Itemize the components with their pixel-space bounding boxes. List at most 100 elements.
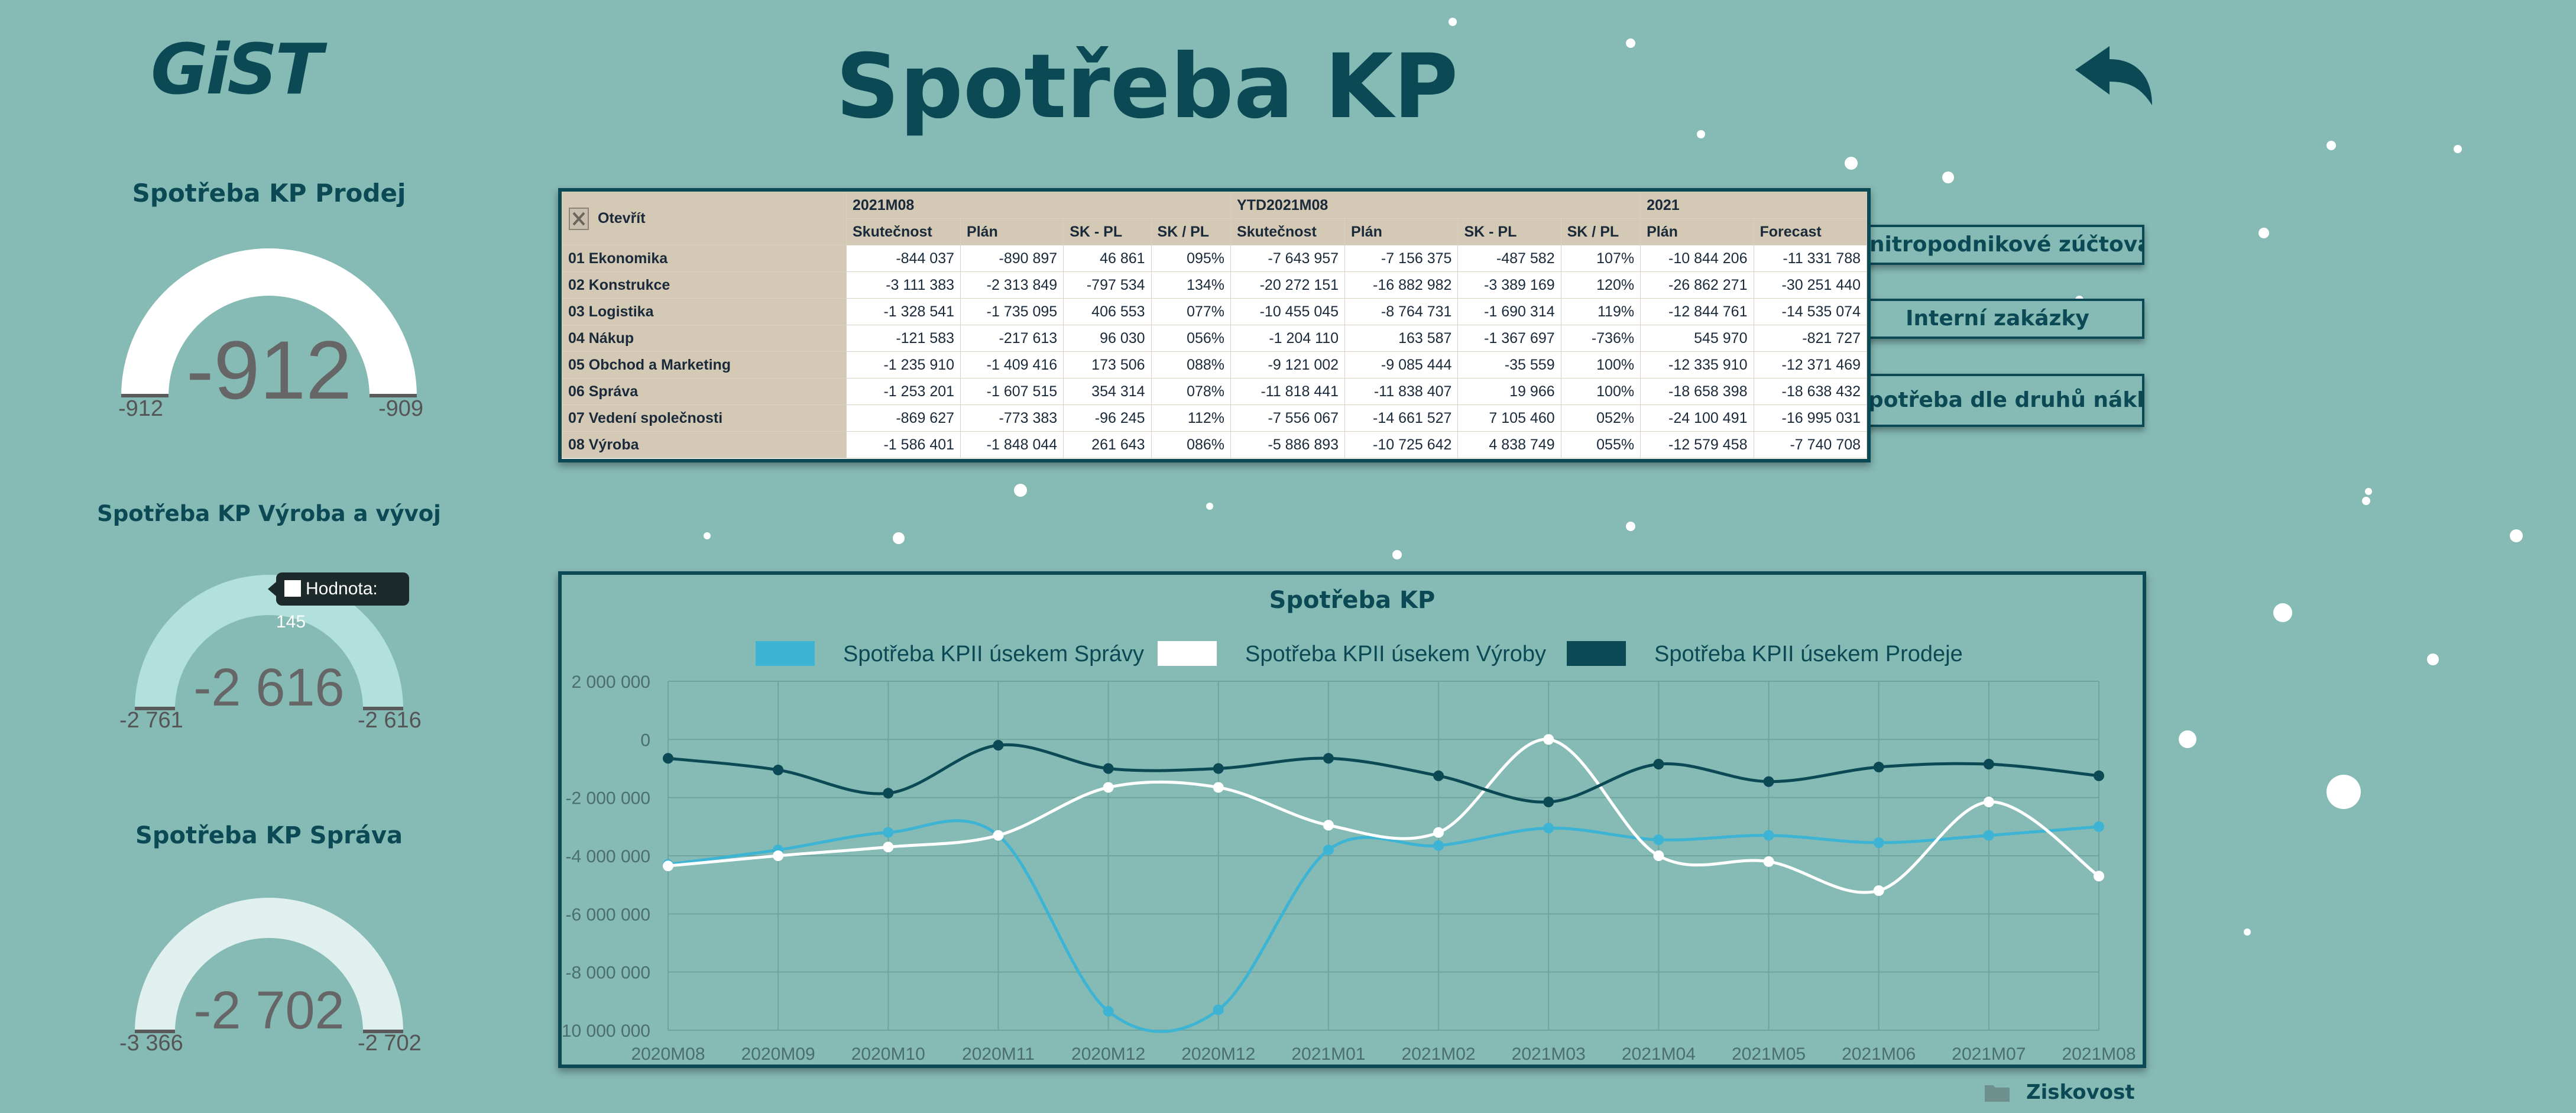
- button-vnitropodnikove-zuctovani[interactable]: Vnitropodnikové zúčtování: [1851, 225, 2144, 265]
- table-row: 08 Výroba -1 586 401 -1 848 044 261 643 086%…: [562, 431, 1867, 458]
- data-point: [993, 740, 1004, 751]
- table-row: 07 Vedení společnosti -869 627 -773 383 -96…: [562, 405, 1867, 432]
- column-header: Skutečnost: [845, 218, 961, 245]
- gauge-prodej-min: -912: [118, 396, 164, 421]
- x-tick-label: 2021M03: [1512, 1044, 1586, 1064]
- row-label[interactable]: 03 Logistika: [562, 298, 847, 325]
- table-cell: -10 725 642: [1344, 431, 1459, 458]
- table-cell: -10 844 206: [1640, 245, 1754, 272]
- table-cell: -3 111 383: [845, 271, 961, 299]
- table-row: 04 Nákup -121 583 -217 613 96 030 056% -1 204…: [562, 325, 1867, 352]
- table-corner: Otevřít: [562, 192, 847, 245]
- table-cell: -487 582: [1457, 245, 1561, 272]
- row-label[interactable]: 04 Nákup: [562, 325, 847, 352]
- row-label[interactable]: 06 Správa: [562, 378, 847, 405]
- legend-label: Spotřeba KPII úsekem Výroby: [1245, 642, 1546, 666]
- table-cell: -1 328 541: [845, 298, 961, 325]
- legend-label: Spotřeba KPII úsekem Prodeje: [1654, 642, 1963, 666]
- column-header: Skutečnost: [1230, 218, 1346, 245]
- x-tick-label: 2021M02: [1402, 1044, 1476, 1064]
- button-spotreba-dle-druhu-nakladu[interactable]: Spotřeba dle druhů nákladů: [1851, 374, 2144, 427]
- table-cell: -7 740 708: [1753, 431, 1867, 458]
- table-cell: -1 735 095: [960, 298, 1064, 325]
- table-cell: 056%: [1151, 325, 1232, 352]
- row-label[interactable]: 05 Obchod a Marketing: [562, 351, 847, 378]
- table-group-header-row: Otevřít 2021M08 YTD2021M08 2021: [562, 192, 1867, 245]
- gist-logo: GiST: [151, 28, 323, 110]
- table-column-header-row: Skutečnost Plán SK - PL SK / PL Skutečno…: [562, 218, 1867, 245]
- page-title: Spotřeba KP: [835, 35, 1459, 138]
- tooltip-swatch: [284, 580, 301, 597]
- data-point: [1873, 837, 1884, 848]
- gauge-sprava-max: -2 702: [358, 1031, 422, 1056]
- series-line: [668, 737, 2100, 894]
- table-cell: -14 661 527: [1344, 405, 1459, 432]
- data-point: [773, 764, 784, 775]
- data-point: [1103, 763, 1114, 774]
- y-tick-label: -4 000 000: [566, 847, 650, 866]
- table-cell: -16 882 982: [1344, 271, 1459, 299]
- data-point: [1653, 834, 1664, 845]
- y-tick-label: 0: [640, 730, 650, 750]
- pivot-table-panel: Otevřít 2021M08 YTD2021M08 2021 Skutečno…: [558, 188, 1871, 462]
- back-arrow-icon[interactable]: [2069, 41, 2158, 112]
- data-point: [1323, 845, 1334, 856]
- open-button-label: Otevřít: [598, 210, 646, 227]
- row-label[interactable]: 01 Ekonomika: [562, 245, 847, 272]
- table-cell: -11 331 788: [1753, 245, 1867, 272]
- x-tick-label: 2020M08: [631, 1044, 705, 1064]
- y-tick-label: -10 000 000: [562, 1021, 650, 1041]
- column-header: Plán: [1640, 218, 1754, 245]
- table-cell: 100%: [1560, 378, 1641, 405]
- table-cell: -3 389 169: [1457, 271, 1561, 299]
- column-header: SK / PL: [1151, 218, 1232, 245]
- table-cell: -7 156 375: [1344, 245, 1459, 272]
- table-cell: 052%: [1560, 405, 1641, 432]
- row-label[interactable]: 07 Vedení společnosti: [562, 405, 847, 432]
- data-point: [1213, 1004, 1224, 1015]
- chart-panel: Spotřeba KP 2 000 000 0 -2 000 000 -4 000 0…: [558, 571, 2146, 1068]
- gauge-vyroba-value: -2 616: [193, 658, 345, 717]
- gauge-sprava-arc: [135, 898, 403, 1032]
- table-cell: -20 272 151: [1230, 271, 1346, 299]
- button-interni-zakazky[interactable]: Interní zakázky: [1851, 299, 2144, 339]
- row-label[interactable]: 02 Konstrukce: [562, 271, 847, 299]
- table-cell: -12 579 458: [1640, 431, 1754, 458]
- table-cell: 055%: [1560, 431, 1641, 458]
- data-point: [2094, 821, 2104, 832]
- data-point: [1103, 1006, 1114, 1017]
- gauge-title-vyroba: Spotřeba KP Výroba a vývoj: [97, 501, 441, 526]
- table-cell: 078%: [1151, 378, 1232, 405]
- data-point: [663, 753, 673, 764]
- gauge-prodej: [121, 248, 417, 397]
- x-tick-label: 2020M09: [741, 1044, 815, 1064]
- table-cell: 095%: [1151, 245, 1232, 272]
- column-header: SK - PL: [1457, 218, 1561, 245]
- table-cell: -96 245: [1063, 405, 1152, 432]
- gauge-vyroba-arc: [135, 575, 403, 709]
- x-tick-label: 2021M05: [1732, 1044, 1806, 1064]
- gauge-title-prodej: Spotřeba KP Prodej: [132, 179, 406, 208]
- y-tick-label: -6 000 000: [566, 905, 650, 924]
- gauge-vyroba-max: -2 616: [358, 708, 422, 733]
- gauge-sprava: [135, 898, 403, 1033]
- gauge-title-sprava: Spotřeba KP Správa: [135, 822, 403, 849]
- row-label[interactable]: 08 Výroba: [562, 431, 847, 458]
- table-cell: -1 848 044: [960, 431, 1064, 458]
- table-row: 02 Konstrukce -3 111 383 -2 313 849 -797 53…: [562, 271, 1867, 299]
- data-point: [1653, 759, 1664, 770]
- group-header-2021m08: 2021M08: [845, 192, 1232, 219]
- table-cell: -30 251 440: [1753, 271, 1867, 299]
- gauge-vyroba-min: -2 761: [119, 708, 183, 733]
- data-point: [1433, 827, 1444, 838]
- table-cell: 119%: [1560, 298, 1641, 325]
- data-point: [1983, 797, 1994, 808]
- table-cell: -1 690 314: [1457, 298, 1561, 325]
- x-tick-label: 2021M07: [1952, 1044, 2026, 1064]
- ziskovost-link[interactable]: Ziskovost: [1984, 1080, 2135, 1104]
- data-point: [2094, 871, 2104, 882]
- ziskovost-label: Ziskovost: [2026, 1080, 2135, 1104]
- table-cell: -16 995 031: [1753, 405, 1867, 432]
- series-line: [668, 743, 2099, 804]
- open-button[interactable]: Otevřít: [568, 207, 840, 231]
